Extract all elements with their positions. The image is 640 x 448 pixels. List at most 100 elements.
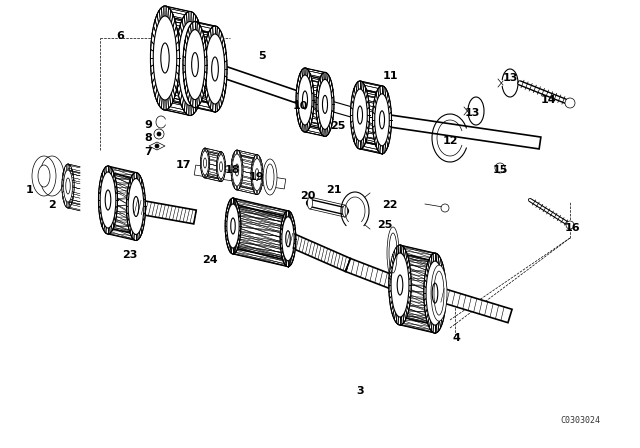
- Ellipse shape: [185, 30, 205, 99]
- Ellipse shape: [285, 231, 291, 247]
- Ellipse shape: [191, 52, 198, 77]
- Ellipse shape: [565, 98, 575, 108]
- Text: 2: 2: [48, 200, 56, 210]
- Ellipse shape: [372, 86, 392, 154]
- Ellipse shape: [318, 79, 332, 129]
- Ellipse shape: [225, 198, 241, 254]
- Ellipse shape: [32, 156, 56, 196]
- Ellipse shape: [150, 6, 180, 110]
- Text: 23: 23: [122, 250, 138, 260]
- Ellipse shape: [251, 155, 263, 194]
- Ellipse shape: [212, 57, 218, 81]
- Ellipse shape: [161, 43, 169, 73]
- Ellipse shape: [323, 95, 328, 113]
- Ellipse shape: [263, 159, 277, 195]
- Polygon shape: [194, 165, 286, 189]
- Text: 21: 21: [326, 185, 342, 195]
- Polygon shape: [149, 142, 165, 150]
- Ellipse shape: [397, 275, 403, 295]
- Ellipse shape: [389, 245, 412, 325]
- Text: 13: 13: [502, 73, 518, 83]
- Ellipse shape: [296, 68, 314, 132]
- Text: 19: 19: [248, 172, 264, 182]
- Text: 18: 18: [224, 165, 240, 175]
- Ellipse shape: [202, 151, 209, 175]
- Polygon shape: [360, 89, 382, 146]
- Ellipse shape: [380, 111, 385, 129]
- Ellipse shape: [204, 158, 207, 168]
- Polygon shape: [195, 30, 215, 104]
- Circle shape: [441, 204, 449, 212]
- Text: 17: 17: [175, 160, 191, 170]
- Circle shape: [154, 129, 164, 139]
- Ellipse shape: [99, 166, 118, 234]
- Text: 3: 3: [356, 386, 364, 396]
- Polygon shape: [108, 172, 136, 234]
- Ellipse shape: [178, 22, 202, 105]
- Ellipse shape: [216, 152, 225, 182]
- Ellipse shape: [432, 283, 438, 303]
- Text: 16: 16: [564, 223, 580, 233]
- Text: 14: 14: [540, 95, 556, 105]
- Ellipse shape: [358, 106, 362, 124]
- Ellipse shape: [133, 197, 139, 216]
- Text: 10: 10: [292, 101, 308, 111]
- Text: 24: 24: [202, 255, 218, 265]
- Polygon shape: [233, 204, 288, 261]
- Circle shape: [155, 144, 159, 148]
- Ellipse shape: [220, 162, 223, 172]
- Circle shape: [157, 132, 161, 136]
- Polygon shape: [346, 258, 403, 292]
- Text: 4: 4: [452, 333, 460, 343]
- Ellipse shape: [255, 168, 259, 181]
- Ellipse shape: [203, 26, 227, 112]
- Ellipse shape: [387, 227, 399, 279]
- Ellipse shape: [282, 217, 294, 261]
- Text: 20: 20: [300, 191, 316, 201]
- Ellipse shape: [232, 154, 242, 186]
- Ellipse shape: [128, 178, 144, 234]
- Polygon shape: [68, 170, 80, 205]
- Ellipse shape: [375, 94, 389, 146]
- Polygon shape: [433, 286, 512, 323]
- Polygon shape: [135, 200, 196, 224]
- Text: 11: 11: [382, 71, 397, 81]
- Ellipse shape: [431, 265, 447, 321]
- Ellipse shape: [62, 164, 74, 208]
- Ellipse shape: [175, 12, 205, 116]
- Ellipse shape: [100, 172, 116, 228]
- Ellipse shape: [280, 211, 296, 267]
- Polygon shape: [305, 75, 325, 129]
- Polygon shape: [165, 16, 190, 105]
- Ellipse shape: [127, 172, 145, 241]
- Ellipse shape: [424, 253, 446, 333]
- Ellipse shape: [227, 204, 239, 248]
- Ellipse shape: [307, 197, 312, 209]
- Ellipse shape: [63, 170, 72, 202]
- Text: 25: 25: [378, 220, 393, 230]
- Polygon shape: [400, 253, 435, 325]
- Polygon shape: [285, 233, 351, 271]
- Text: 8: 8: [144, 133, 152, 143]
- Ellipse shape: [105, 190, 111, 210]
- Polygon shape: [237, 154, 257, 191]
- Ellipse shape: [218, 155, 225, 179]
- Ellipse shape: [391, 253, 409, 317]
- Text: 12: 12: [442, 136, 458, 146]
- Ellipse shape: [153, 16, 177, 100]
- Ellipse shape: [303, 91, 307, 109]
- Text: 5: 5: [258, 51, 266, 61]
- Ellipse shape: [66, 178, 70, 194]
- Text: 15: 15: [492, 165, 508, 175]
- Ellipse shape: [231, 218, 236, 234]
- Ellipse shape: [342, 205, 348, 217]
- Ellipse shape: [186, 48, 194, 78]
- Ellipse shape: [351, 81, 369, 149]
- Polygon shape: [205, 151, 221, 179]
- Ellipse shape: [183, 22, 207, 108]
- Ellipse shape: [236, 164, 239, 176]
- Text: 22: 22: [382, 200, 397, 210]
- Ellipse shape: [298, 75, 312, 125]
- Ellipse shape: [426, 261, 444, 325]
- Ellipse shape: [200, 148, 209, 178]
